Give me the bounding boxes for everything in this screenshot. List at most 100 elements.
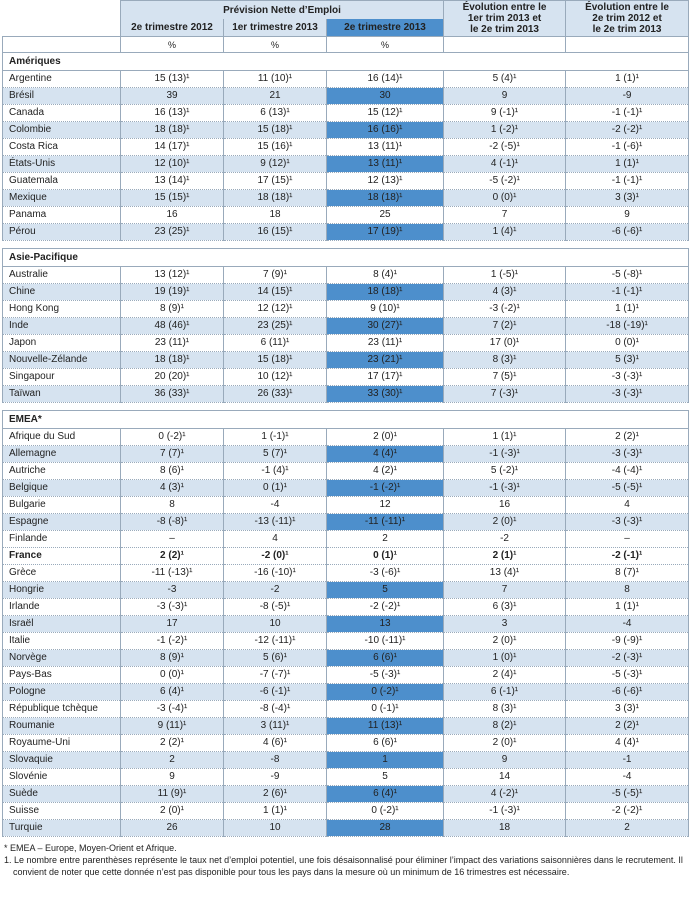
table-row: Bulgarie 8 -4 12 16 4 <box>2 496 690 514</box>
country-name: Singapour <box>2 368 121 386</box>
value-cell: -6 (-1)¹ <box>223 683 327 701</box>
evol1-line2: 1er trim 2013 et <box>467 13 542 24</box>
value-cell: -10 (-11)¹ <box>325 632 445 650</box>
table-row: Irlande -3 (-3)¹ -8 (-5)¹ -2 (-2)¹ 6 (3)¹ 1 (… <box>2 598 690 616</box>
value-cell: -18 (-19)¹ <box>565 317 690 335</box>
value-cell: -11 (-11)¹ <box>325 513 445 531</box>
value-cell: -2 (-1)¹ <box>565 547 690 565</box>
table-row: Pays-Bas 0 (0)¹ -7 (-7)¹ -5 (-3)¹ 2 (4)¹ -5 (… <box>2 666 690 684</box>
value-cell: -2 (-5)¹ <box>443 138 567 156</box>
table-row: Belgique 4 (3)¹ 0 (1)¹ -1 (-2)¹ -1 (-3)¹ -5 (… <box>2 479 690 497</box>
corner-cell <box>2 0 121 19</box>
country-name: Irlande <box>2 598 121 616</box>
value-cell: 1 (0)¹ <box>443 649 567 667</box>
value-cell: 9 (10)¹ <box>325 300 445 318</box>
value-cell: 4 (3)¹ <box>443 283 567 301</box>
region-header: Asie-Pacifique <box>1 248 690 267</box>
value-cell: 0 (0)¹ <box>565 334 690 352</box>
table-row: Slovénie 9 -9 5 14 -4 <box>2 768 690 786</box>
value-cell: 18 <box>443 819 567 837</box>
value-cell: -1 (-1)¹ <box>565 283 690 301</box>
unit-cell: % <box>120 36 224 53</box>
value-cell: 0 (-1)¹ <box>325 700 445 718</box>
country-name: Bulgarie <box>2 496 121 514</box>
value-cell: 9 <box>120 768 224 786</box>
evol2-line1: Évolution entre le <box>585 2 669 13</box>
country-name: Finlande <box>2 530 121 548</box>
value-cell: 23 (25)¹ <box>120 223 224 241</box>
country-name: Turquie <box>2 819 121 837</box>
table-row: Royaume-Uni 2 (2)¹ 4 (6)¹ 6 (6)¹ 2 (0)¹ 4 (4)… <box>2 734 690 752</box>
unit-cell: % <box>223 36 327 53</box>
value-cell: 15 (12)¹ <box>325 104 445 122</box>
value-cell: 17 <box>120 615 224 633</box>
value-cell: -1 (-3)¹ <box>443 445 567 463</box>
table-row: Italie -1 (-2)¹ -12 (-11)¹ -10 (-11)¹ 2 (0)¹… <box>2 632 690 650</box>
value-cell: 26 (33)¹ <box>223 385 327 403</box>
evol2-line2: 2e trim 2012 et <box>592 13 662 24</box>
table-row: Suède 11 (9)¹ 2 (6)¹ 6 (4)¹ 4 (-2)¹ -5 (-5)¹ <box>2 785 690 803</box>
table-row: Pérou 23 (25)¹ 16 (15)¹ 17 (19)¹ 1 (4)¹ -6 (-… <box>2 223 690 241</box>
country-name: Japon <box>2 334 121 352</box>
value-cell: 2 (0)¹ <box>443 734 567 752</box>
value-cell: 7 <box>443 581 567 599</box>
value-cell: 5 <box>325 581 445 599</box>
value-cell: -2 (-2)¹ <box>325 598 445 616</box>
value-cell: -3 (-3)¹ <box>565 513 690 531</box>
value-cell: -16 (-10)¹ <box>223 564 327 582</box>
value-cell: -4 <box>565 768 690 786</box>
value-cell: 26 <box>120 819 224 837</box>
value-cell: -1 (-3)¹ <box>443 479 567 497</box>
value-cell: -3 (-3)¹ <box>565 368 690 386</box>
col-q1-2013-header: 1er trimestre 2013 <box>223 19 327 37</box>
unit-cell-empty <box>443 36 567 53</box>
value-cell: – <box>120 530 224 548</box>
value-cell: 9 (-1)¹ <box>443 104 567 122</box>
table-row: Turquie 26 10 28 18 2 <box>2 819 690 837</box>
value-cell: 23 (25)¹ <box>223 317 327 335</box>
country-name: Taïwan <box>2 385 121 403</box>
value-cell: 1 (-2)¹ <box>443 121 567 139</box>
value-cell: 20 (20)¹ <box>120 368 224 386</box>
table-row: Suisse 2 (0)¹ 1 (1)¹ 0 (-2)¹ -1 (-3)¹ -2 (-2)… <box>2 802 690 820</box>
region-header: Amériques <box>1 52 690 71</box>
value-cell: 1 (-1)¹ <box>223 428 327 446</box>
value-cell: 6 (6)¹ <box>325 649 445 667</box>
value-cell: 14 (15)¹ <box>223 283 327 301</box>
value-cell: 16 (13)¹ <box>120 104 224 122</box>
country-name: Mexique <box>2 189 121 207</box>
value-cell: -4 (-4)¹ <box>565 462 690 480</box>
evol1-line3: le 2e trim 2013 <box>470 24 539 35</box>
country-name: Allemagne <box>2 445 121 463</box>
value-cell: 3 <box>443 615 567 633</box>
value-cell: 15 (16)¹ <box>223 138 327 156</box>
value-cell: 4 <box>223 530 327 548</box>
value-cell: -1 (-2)¹ <box>120 632 224 650</box>
country-name: Autriche <box>2 462 121 480</box>
group-title: Prévision Nette d’Emploi <box>119 0 445 19</box>
value-cell: -8 (-8)¹ <box>120 513 224 531</box>
table-row: Canada 16 (13)¹ 6 (13)¹ 15 (12)¹ 9 (-1)¹ -1 (… <box>2 104 690 122</box>
value-cell: 18 (18)¹ <box>223 189 327 207</box>
value-cell: 2 (0)¹ <box>443 632 567 650</box>
value-cell: 6 (4)¹ <box>120 683 224 701</box>
value-cell: 48 (46)¹ <box>120 317 224 335</box>
value-cell: -1 (-6)¹ <box>565 138 690 156</box>
value-cell: -8 <box>223 751 327 769</box>
value-cell: 17 (17)¹ <box>325 368 445 386</box>
value-cell: 13 (11)¹ <box>325 138 445 156</box>
value-cell: 18 (18)¹ <box>120 121 224 139</box>
value-cell: 1 (1)¹ <box>565 598 690 616</box>
value-cell: 2 <box>120 751 224 769</box>
value-cell: 0 (1)¹ <box>325 547 445 565</box>
value-cell: 10 <box>223 615 327 633</box>
value-cell: -4 <box>223 496 327 514</box>
unit-cell-empty <box>565 36 690 53</box>
value-cell: 2 (1)¹ <box>443 547 567 565</box>
value-cell: 2 (2)¹ <box>120 734 224 752</box>
value-cell: 8 (2)¹ <box>443 717 567 735</box>
country-name: Suède <box>2 785 121 803</box>
value-cell: 0 (-2)¹ <box>325 683 445 701</box>
country-name: Nouvelle-Zélande <box>2 351 121 369</box>
value-cell: -1 (-1)¹ <box>565 172 690 190</box>
